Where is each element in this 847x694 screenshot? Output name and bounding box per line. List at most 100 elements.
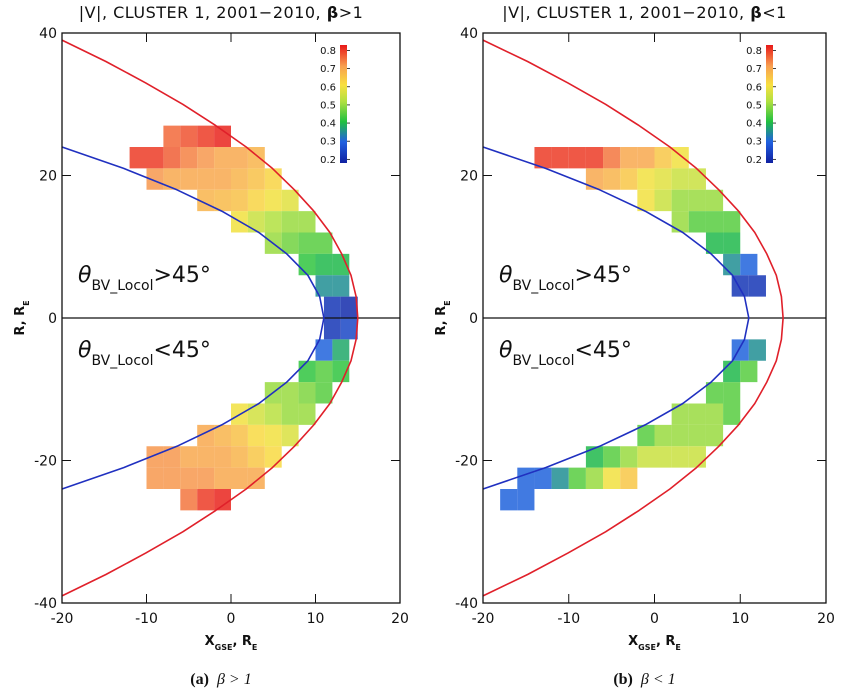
heatmap-cell <box>214 467 231 489</box>
heatmap-cell <box>688 446 706 468</box>
y-tick-label: -20 <box>34 454 57 470</box>
heatmap-cell <box>603 147 621 169</box>
heatmap-cell <box>214 424 231 447</box>
colorbar-tick-label: 0.7 <box>746 64 762 75</box>
colorbar-tick-label: 0.8 <box>320 46 336 57</box>
caption: (a) β > 1 <box>190 671 251 688</box>
heatmap-cell <box>637 189 655 212</box>
text-part: |V|, CLUSTER 1, 2001−2010, <box>79 3 327 22</box>
heatmap-cell <box>146 467 164 489</box>
text-part: θ <box>499 263 513 288</box>
y-tick-label: 0 <box>48 311 57 327</box>
y-tick-label: 20 <box>39 169 57 185</box>
heatmap-cell <box>705 403 724 425</box>
heatmap-cell <box>585 168 604 190</box>
heatmap-cell <box>197 446 215 468</box>
heatmap-cell <box>163 147 181 169</box>
text-part: (b) <box>613 671 633 688</box>
colorbar-tick-label: 0.8 <box>746 46 762 57</box>
heatmap-cell <box>637 168 655 190</box>
heatmap-cell <box>568 147 586 169</box>
text-part: E <box>443 300 452 305</box>
text-part: X <box>628 634 638 649</box>
heatmap-cell <box>517 489 535 511</box>
heatmap-cell <box>315 253 333 276</box>
x-tick-label: 20 <box>391 611 409 627</box>
caption: (b) β < 1 <box>613 671 675 688</box>
heatmap-cell <box>281 189 299 212</box>
heatmap-cell <box>247 403 265 425</box>
heatmap-cell <box>281 403 299 425</box>
y-tick-label: 40 <box>39 26 57 42</box>
heatmap-cell <box>332 275 350 297</box>
heatmap-cell <box>298 253 316 276</box>
text-part: >45° <box>575 263 632 288</box>
heatmap-cell <box>637 446 655 468</box>
heatmap-cell <box>146 168 164 190</box>
text-part: <45° <box>154 338 211 363</box>
heatmap-cell <box>163 168 181 190</box>
x-tick-label: -10 <box>135 611 158 627</box>
heatmap-cell <box>247 168 265 190</box>
heatmap-cell <box>671 168 689 190</box>
heatmap-cell <box>214 147 231 169</box>
heatmap-cell <box>585 446 604 468</box>
text-part: R, R <box>434 306 449 336</box>
x-tick-label: 0 <box>227 611 236 627</box>
boundary-curve <box>61 39 359 597</box>
heatmap-cell <box>180 125 198 147</box>
chart-title: |V|, CLUSTER 1, 2001−2010, β<1 <box>502 3 787 22</box>
heatmap-cell <box>281 424 299 447</box>
heatmap-cell <box>723 253 741 276</box>
heatmap-cell <box>551 467 569 489</box>
text-part: , R <box>656 634 675 649</box>
heatmap-cell <box>671 189 689 212</box>
colorbar-tick-label: 0.6 <box>320 82 336 93</box>
y-tick-label: 20 <box>460 169 478 185</box>
heatmap-cell <box>298 360 316 383</box>
y-axis-label: R, RE <box>434 300 452 335</box>
heatmap-cell <box>671 424 689 447</box>
heatmap-cell <box>264 403 282 425</box>
heatmap-cell <box>197 125 215 147</box>
colorbar-tick-label: 0.2 <box>320 155 336 166</box>
heatmap-cell <box>264 424 282 447</box>
heatmap-cell <box>705 211 724 233</box>
text-part: |V|, CLUSTER 1, 2001−2010, <box>502 3 750 22</box>
heatmap-cell <box>180 489 198 511</box>
heatmap-cell <box>705 424 724 447</box>
heatmap-cell <box>214 125 231 147</box>
heatmap-cell <box>688 403 706 425</box>
heatmap-cell <box>671 211 689 233</box>
colorbar-tick-label: 0.3 <box>320 137 336 148</box>
text-part: θ <box>78 263 92 288</box>
boundary-curve <box>61 146 325 490</box>
heatmap-cell <box>654 147 672 169</box>
text-part: >45° <box>154 263 211 288</box>
heatmap-cell <box>163 125 181 147</box>
text-part: <1 <box>762 3 787 22</box>
x-tick-label: 10 <box>731 611 749 627</box>
heatmap-cell <box>298 232 316 254</box>
heatmap-cell <box>332 339 350 361</box>
y-tick-label: -40 <box>455 596 478 612</box>
text-part: θ <box>499 338 513 363</box>
heatmap-cell <box>197 147 215 169</box>
text-part: BV_Locol <box>91 353 153 369</box>
text-part: R, R <box>13 306 28 336</box>
heatmap-cell <box>517 467 535 489</box>
colorbar-tick-label: 0.3 <box>746 137 762 148</box>
colorbar-tick-label: 0.5 <box>746 100 762 111</box>
heatmap-cell <box>705 189 724 212</box>
heatmap-cell <box>298 403 316 425</box>
heatmap-cell <box>264 168 282 190</box>
heatmap-cell <box>163 446 181 468</box>
heatmap-cell <box>315 339 333 361</box>
heatmap-cell <box>197 168 215 190</box>
text-part: GSE <box>215 643 233 652</box>
heatmap-cell <box>197 489 215 511</box>
colorbar-tick-label: 0.2 <box>746 155 762 166</box>
heatmap-cell <box>534 467 552 489</box>
heatmap-cell <box>214 489 231 511</box>
colorbar-tick-label: 0.4 <box>320 119 336 130</box>
